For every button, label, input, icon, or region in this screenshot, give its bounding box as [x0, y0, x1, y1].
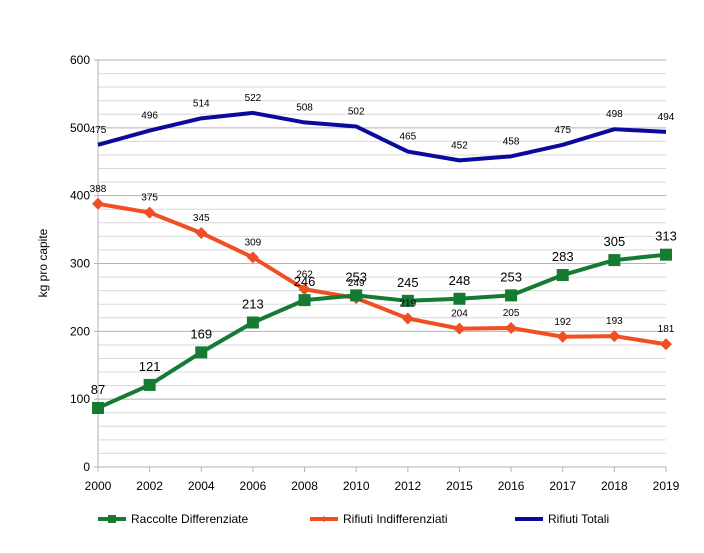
data-label: 502 — [348, 106, 365, 117]
data-label: 246 — [294, 274, 316, 289]
y-axis-label: kg pro capite — [36, 228, 50, 297]
data-point-marker — [401, 294, 414, 307]
data-label: 465 — [399, 132, 416, 143]
data-point-marker — [298, 283, 311, 296]
data-label: 313 — [655, 229, 677, 244]
x-tick-label: 2000 — [85, 479, 112, 493]
data-point-marker — [660, 338, 672, 351]
data-point-marker — [143, 206, 156, 219]
data-point-marker — [298, 294, 311, 307]
data-point-marker — [453, 292, 466, 305]
data-label: 249 — [348, 278, 365, 289]
data-label: 205 — [503, 308, 520, 319]
series-group — [92, 110, 672, 414]
data-label: 253 — [345, 269, 367, 284]
data-label: 345 — [193, 213, 210, 224]
data-labels: 475 496 514 522 508 502 465 452 458 475 498 494 388 3… — [90, 93, 677, 397]
data-label: 283 — [552, 249, 574, 264]
data-label: 309 — [245, 237, 262, 248]
x-tick-label: 2002 — [136, 479, 163, 493]
data-label: 213 — [242, 297, 264, 312]
x-tick-label: 2016 — [498, 479, 525, 493]
data-point-marker — [350, 289, 363, 302]
data-label: 192 — [554, 317, 571, 328]
legend-label: Rifiuti Indifferenziati — [343, 512, 448, 526]
x-tick-label: 2010 — [343, 479, 370, 493]
y-tick-label: 500 — [70, 121, 90, 135]
x-tick-label: 2017 — [549, 479, 576, 493]
data-point-marker — [195, 346, 208, 359]
y-tick-label: 300 — [70, 257, 90, 271]
data-label: 514 — [193, 98, 210, 109]
data-label: 375 — [141, 193, 158, 204]
data-label: 388 — [90, 184, 107, 195]
legend-label: Rifiuti Totali — [548, 512, 609, 526]
data-label: 508 — [296, 102, 313, 113]
data-point-marker — [143, 378, 156, 391]
legend-item[interactable]: Rifiuti Indifferenziati — [310, 512, 448, 526]
x-tick-labels: 2000 2002 2004 2006 2008 2010 2012 2015 2016 2017… — [85, 479, 680, 493]
y-tick-label: 400 — [70, 189, 90, 203]
grid — [98, 59, 666, 468]
data-label: 245 — [397, 275, 419, 290]
data-label: 181 — [658, 324, 675, 335]
data-label: 87 — [91, 382, 105, 397]
series-line-0 — [97, 252, 667, 410]
data-point-marker — [246, 251, 259, 264]
x-tick-label: 2018 — [601, 479, 628, 493]
data-point-marker — [92, 197, 104, 210]
data-label: 219 — [399, 298, 416, 309]
data-label: 494 — [658, 112, 675, 123]
data-point-marker — [660, 248, 672, 261]
data-point-marker — [505, 321, 518, 334]
y-tick-label: 200 — [70, 324, 90, 338]
y-tick-labels: 0 100 200 300 400 500 600 — [70, 53, 90, 474]
data-label: 248 — [449, 273, 471, 288]
legend-label: Raccolte Differenziate — [131, 512, 248, 526]
x-tick-label: 2012 — [394, 479, 421, 493]
data-label: 458 — [503, 136, 520, 147]
legend-item[interactable]: Raccolte Differenziate — [98, 512, 248, 526]
data-label: 253 — [500, 269, 522, 284]
legend: Raccolte Differenziate Rifiuti Indifferen… — [98, 512, 609, 526]
series-line-1 — [97, 201, 667, 347]
data-point-marker — [556, 330, 569, 343]
data-label: 121 — [139, 359, 161, 374]
data-label: 496 — [141, 111, 158, 122]
x-tick-label: 2015 — [446, 479, 473, 493]
x-tick-label: 2006 — [240, 479, 267, 493]
legend-marker — [321, 516, 327, 522]
y-tick-label: 0 — [83, 460, 90, 474]
data-label: 452 — [451, 140, 468, 151]
data-label: 305 — [604, 234, 626, 249]
data-point-marker — [608, 330, 621, 343]
data-label: 193 — [606, 316, 623, 327]
data-point-marker — [608, 254, 621, 267]
data-point-marker — [556, 269, 569, 282]
data-point-marker — [505, 289, 518, 302]
series-line-2 — [97, 110, 667, 163]
data-label: 475 — [554, 125, 571, 136]
data-point-marker — [195, 226, 208, 239]
data-point-marker — [401, 312, 414, 325]
data-point-marker — [246, 316, 259, 329]
y-tick-label: 600 — [70, 53, 90, 67]
data-point-marker — [453, 322, 466, 335]
data-label: 204 — [451, 309, 468, 320]
data-label: 169 — [190, 326, 212, 341]
data-label: 475 — [90, 125, 107, 136]
y-tick-label: 100 — [70, 392, 90, 406]
x-tick-label: 2008 — [291, 479, 318, 493]
data-label: 522 — [245, 93, 262, 104]
data-label: 262 — [296, 269, 313, 280]
data-label: 498 — [606, 109, 623, 120]
x-tick-label: 2019 — [653, 479, 680, 493]
data-point-marker — [92, 401, 104, 414]
axes — [94, 59, 667, 472]
legend-marker — [108, 515, 116, 523]
legend-item[interactable]: Rifiuti Totali — [515, 512, 609, 526]
x-tick-label: 2004 — [188, 479, 215, 493]
